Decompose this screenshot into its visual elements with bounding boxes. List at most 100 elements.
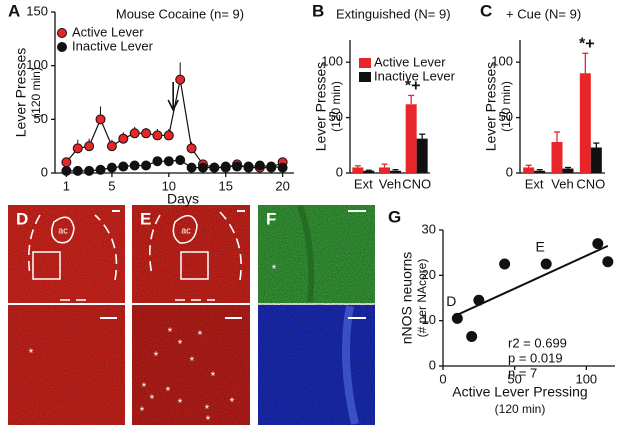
data-point <box>175 74 186 85</box>
bar <box>379 167 390 173</box>
image-panel-e <box>132 205 250 425</box>
y-axis-label: nNOS neuorns <box>399 252 415 345</box>
stat-text: n = 7 <box>508 365 537 380</box>
data-point <box>254 160 265 171</box>
y-axis-label: Lever Presses <box>13 48 29 137</box>
chart-title: + Cue (N= 9) <box>506 6 581 21</box>
panel-label: C <box>480 1 492 20</box>
data-point <box>232 161 243 172</box>
asterisk: * <box>272 262 277 276</box>
asterisk: * <box>142 380 147 394</box>
x-tick-label: 10 <box>162 178 176 193</box>
x-tick-label: Veh <box>551 176 573 191</box>
y-tick-label: 30 <box>422 221 436 236</box>
data-point <box>163 130 174 141</box>
bar <box>416 138 428 173</box>
asterisk: * <box>29 346 34 360</box>
data-point <box>129 160 140 171</box>
asterisk: * <box>206 413 211 427</box>
y-tick-label: 0 <box>506 164 513 179</box>
x-tick-label: 15 <box>218 178 232 193</box>
y-tick-label: 0 <box>336 164 343 179</box>
data-point <box>141 128 152 139</box>
panel-label: G <box>388 207 401 226</box>
asterisk: * <box>150 392 155 406</box>
data-point <box>129 128 140 139</box>
data-point <box>277 162 288 173</box>
data-point <box>106 162 117 173</box>
data-point <box>175 155 186 166</box>
bar <box>590 147 602 173</box>
y-axis-label: (120 min) <box>329 81 343 132</box>
data-point <box>152 156 163 167</box>
y-tick-label: 10 <box>422 312 436 327</box>
stat-text: r2 = 0.699 <box>508 335 567 350</box>
y-tick-label: 20 <box>422 267 436 282</box>
asterisk: * <box>211 369 216 383</box>
x-tick-label: 100 <box>575 371 597 386</box>
legend-marker <box>57 42 67 52</box>
x-axis-label: Active Lever Pressing <box>452 384 587 400</box>
data-point <box>466 331 478 343</box>
data-point <box>197 162 208 173</box>
y-tick-label: 50 <box>34 111 48 126</box>
y-axis-label: Lever Presses <box>313 62 329 151</box>
data-point <box>118 161 129 172</box>
stat-text: p = 0.019 <box>508 350 563 365</box>
legend-label: Active Lever <box>72 24 144 39</box>
data-point <box>186 162 197 173</box>
legend-label: Inactive Lever <box>72 38 154 53</box>
bar <box>352 167 364 173</box>
asterisk: * <box>205 402 210 416</box>
data-point <box>95 114 106 125</box>
legend-label: Active Lever <box>374 54 446 69</box>
asterisk: * <box>168 325 173 339</box>
x-tick-label: 5 <box>108 178 115 193</box>
bar <box>523 167 535 173</box>
y-axis-label: (# per NAcore) <box>415 259 429 338</box>
x-tick-label: CNO <box>576 176 605 191</box>
data-point <box>186 143 197 154</box>
chart-title: Extinguished (N= 9) <box>336 6 451 21</box>
asterisk: * <box>166 384 171 398</box>
chart-title: Mouse Cocaine (n= 9) <box>116 6 244 21</box>
region-label: ac <box>58 225 68 235</box>
image-panel-f <box>258 205 375 425</box>
y-tick-label: 0 <box>41 164 48 179</box>
asterisk: * <box>154 349 159 363</box>
x-tick-label: 1 <box>63 178 70 193</box>
data-point <box>152 130 163 141</box>
asterisk: * <box>140 404 145 418</box>
data-point <box>72 143 83 154</box>
x-tick-label: 50 <box>507 371 521 386</box>
y-axis-label: (120 min) <box>29 67 43 118</box>
bar <box>390 170 401 173</box>
y-tick-label: 150 <box>26 3 48 18</box>
asterisk: * <box>230 395 235 409</box>
data-point <box>209 162 220 173</box>
legend-swatch <box>359 58 371 68</box>
bar <box>579 73 591 173</box>
y-tick-label: 50 <box>329 109 343 124</box>
y-tick-label: 100 <box>321 54 343 69</box>
bar <box>363 170 375 173</box>
asterisk: * <box>178 337 183 351</box>
bar <box>562 168 574 173</box>
x-axis-label: Days <box>167 191 199 207</box>
x-axis-label: (120 min) <box>495 402 546 416</box>
data-point <box>243 161 254 172</box>
bar <box>405 104 417 173</box>
data-point <box>141 160 152 171</box>
panel-label: A <box>8 1 20 20</box>
data-point <box>451 312 463 324</box>
asterisk: * <box>190 354 195 368</box>
bar <box>534 170 546 173</box>
x-tick-label: Ext <box>354 176 373 191</box>
arrow <box>167 82 179 112</box>
x-tick-label: 0 <box>439 371 446 386</box>
data-point <box>95 164 106 175</box>
y-tick-label: 100 <box>26 57 48 72</box>
data-point <box>118 133 129 144</box>
data-point <box>220 161 231 172</box>
